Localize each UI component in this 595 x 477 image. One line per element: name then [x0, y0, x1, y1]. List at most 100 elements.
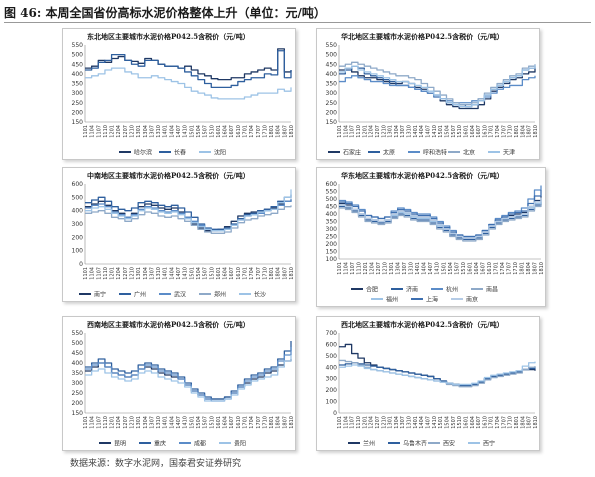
x-tick-label: 1310	[409, 262, 415, 275]
x-tick-label: 1101	[83, 125, 89, 138]
y-tick-label: 150	[326, 249, 338, 256]
x-tick-label: 1301	[389, 262, 395, 275]
x-tick-label: 1607	[476, 125, 482, 138]
x-tick-label: 1710	[262, 267, 268, 280]
x-tick-label: 1304	[143, 125, 149, 138]
x-tick-label: 1504	[444, 125, 450, 138]
y-tick-label: 450	[326, 204, 338, 211]
y-tick-label: 250	[72, 390, 84, 397]
x-tick-label: 1807	[527, 416, 533, 429]
x-tick-label: 1107	[350, 262, 356, 275]
legend-label: 福州	[386, 296, 398, 304]
x-tick-label: 1507	[451, 125, 457, 138]
x-tick-label: 1701	[242, 267, 248, 280]
y-tick-label: 400	[72, 208, 84, 215]
x-tick-label: 1404	[169, 267, 175, 280]
x-tick-label: 1401	[413, 416, 419, 429]
chart-title: 华北地区主要城市水泥价格P042.5含税价（元/吨）	[341, 32, 504, 41]
x-tick-label: 1604	[470, 125, 476, 138]
y-tick-label: 250	[326, 100, 338, 107]
y-tick-label: 450	[72, 61, 84, 68]
legend-label: 济南	[406, 286, 418, 294]
y-tick-label: 500	[72, 194, 84, 201]
series-line-武汉	[85, 198, 292, 232]
chart-title: 中南地区主要城市水泥价格P042.5含税价（元/吨）	[87, 171, 250, 180]
chart-title: 华东地区主要城市水泥价格P042.5含税价（元/吨）	[341, 171, 504, 180]
x-tick-label: 1304	[143, 416, 149, 429]
x-tick-label: 1304	[396, 262, 402, 275]
x-tick-label: 1401	[163, 267, 169, 280]
x-tick-label: 1101	[83, 267, 89, 280]
x-tick-label: 1310	[156, 125, 162, 138]
x-tick-label: 1207	[376, 262, 382, 275]
chart-northwest-svg: 西北地区主要城市水泥价格P042.5含税价（元/吨） 0 100 200 300 400 5…	[326, 320, 539, 448]
y-tick-label: 100	[326, 399, 338, 406]
x-tick-label: 1307	[149, 125, 155, 138]
x-tick-label: 1807	[282, 416, 288, 429]
x-tick-label: 1307	[149, 416, 155, 429]
y-tick-label: 250	[72, 100, 84, 107]
x-tick-label: 1510	[209, 267, 215, 280]
x-tick-label: 1310	[407, 416, 413, 429]
y-tick-label: 200	[72, 109, 84, 116]
x-tick-label: 1704	[495, 416, 501, 429]
y-tick-label: 450	[326, 61, 338, 68]
x-tick-label: 1510	[461, 262, 467, 275]
series-line-成都	[85, 347, 292, 402]
x-tick-label: 1510	[209, 125, 215, 138]
x-tick-label: 1407	[176, 267, 182, 280]
x-tick-label: 1607	[229, 416, 235, 429]
x-tick-label: 1704	[249, 267, 255, 280]
y-tick-label: 500	[72, 340, 84, 347]
x-tick-label: 1107	[96, 125, 102, 138]
x-tick-label: 1501	[189, 416, 195, 429]
x-tick-label: 1107	[350, 125, 356, 138]
x-tick-label: 1604	[223, 416, 229, 429]
x-tick-label: 1707	[501, 416, 507, 429]
x-tick-label: 1810	[289, 125, 295, 138]
x-tick-label: 1507	[203, 125, 209, 138]
series-line-长春	[85, 50, 292, 88]
x-tick-label: 1607	[480, 262, 486, 275]
x-tick-label: 1604	[223, 267, 229, 280]
x-tick-label: 1504	[196, 416, 202, 429]
legend-label: 合肥	[366, 286, 378, 294]
x-tick-label: 1410	[183, 267, 189, 280]
x-tick-label: 1804	[276, 416, 282, 429]
y-tick-label: 150	[72, 410, 84, 417]
x-tick-label: 1810	[289, 416, 295, 429]
legend-label: 太原	[383, 149, 395, 157]
legend-label: 南宁	[94, 291, 106, 299]
y-tick-label: 200	[72, 234, 84, 241]
legend-label: 杭州	[446, 286, 458, 294]
x-tick-label: 1204	[116, 125, 122, 138]
x-tick-label: 1701	[489, 125, 495, 138]
x-tick-label: 1604	[470, 416, 476, 429]
y-tick-label: 450	[72, 350, 84, 357]
x-tick-label: 1710	[513, 262, 519, 275]
y-tick-label: 550	[326, 42, 338, 49]
x-tick-label: 1607	[229, 125, 235, 138]
x-tick-label: 1204	[369, 416, 375, 429]
y-tick-label: 550	[72, 42, 84, 49]
series-line-贵阳	[85, 355, 292, 402]
x-tick-label: 1104	[344, 262, 350, 275]
x-tick-label: 1704	[500, 262, 506, 275]
y-tick-label: 350	[72, 81, 84, 88]
legend-label: 广州	[134, 291, 146, 299]
x-tick-label: 1604	[223, 125, 229, 138]
legend-label: 南昌	[486, 286, 498, 294]
x-tick-label: 1210	[383, 262, 389, 275]
x-tick-label: 1404	[422, 262, 428, 275]
x-tick-label: 1201	[110, 267, 116, 280]
y-tick-label: 400	[72, 71, 84, 78]
x-tick-label: 1504	[444, 416, 450, 429]
y-tick-label: 400	[326, 71, 338, 78]
x-tick-label: 1707	[256, 125, 262, 138]
chart-title: 西北地区主要城市水泥价格P042.5含税价（元/吨）	[341, 320, 504, 329]
chart-panel-east: 华东地区主要城市水泥价格P042.5含税价（元/吨） 100 150 200 250 30…	[316, 167, 546, 307]
x-tick-label: 1407	[426, 125, 432, 138]
y-tick-label: 300	[326, 226, 338, 233]
x-tick-label: 1407	[176, 125, 182, 138]
y-tick-label: 200	[72, 400, 84, 407]
